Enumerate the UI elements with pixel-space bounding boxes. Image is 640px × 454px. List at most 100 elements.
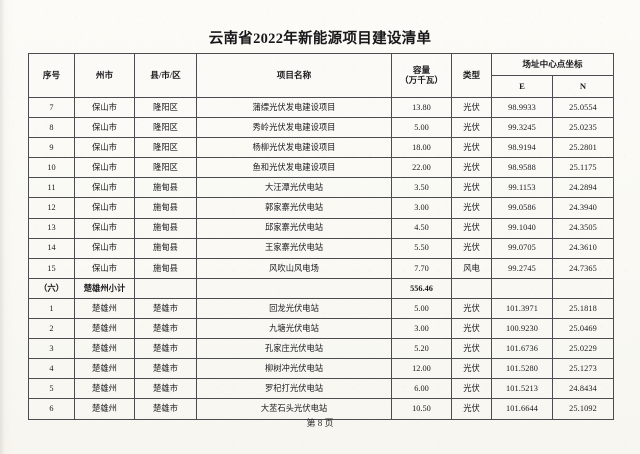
cell-capacity: 4.50 bbox=[391, 217, 452, 239]
header-coordinate-east: E bbox=[491, 75, 553, 98]
table-row: 3 楚雄州 楚雄市 孔家庄光伏电站 5.20 光伏 101.6736 25.0229 bbox=[28, 338, 615, 360]
cell-seq: 14 bbox=[28, 237, 75, 259]
cell-coordinate-east: 100.9230 bbox=[491, 318, 553, 340]
cell-coordinate-east bbox=[491, 277, 553, 299]
cell-coordinate-north: 25.2801 bbox=[551, 137, 615, 159]
cell-capacity: 7.70 bbox=[391, 257, 452, 279]
cell-coordinate-east: 99.3245 bbox=[491, 117, 553, 139]
cell-county: 隆阳区 bbox=[134, 96, 197, 119]
table-row: 9 保山市 隆阳区 杨柳光伏发电建设项目 18.00 光伏 98.9194 25.2801 bbox=[28, 137, 615, 159]
cell-project-name: 九塘光伏电站 bbox=[196, 318, 392, 340]
cell-prefecture: 保山市 bbox=[74, 257, 135, 279]
cell-capacity: 5.00 bbox=[391, 297, 452, 320]
cell-coordinate-north: 24.3940 bbox=[551, 197, 615, 219]
cell-capacity: 13.80 bbox=[391, 96, 452, 119]
cell-project-name: 柳树冲光伏电站 bbox=[196, 358, 392, 380]
project-list-table: 序号 州市 县/市/区 项目名称 容量 （万千瓦） 类型 场址中心点坐标 E N… bbox=[28, 53, 615, 420]
table-row: 14 保山市 施甸县 王家寨光伏电站 5.50 光伏 99.0705 24.3610 bbox=[28, 237, 615, 259]
cell-capacity: 5.00 bbox=[391, 117, 452, 139]
cell-prefecture: 保山市 bbox=[74, 157, 135, 179]
header-county: 县/市/区 bbox=[134, 53, 197, 98]
cell-prefecture: 楚雄州小计 bbox=[74, 277, 135, 299]
cell-county: 楚雄市 bbox=[134, 358, 197, 380]
cell-coordinate-east: 99.1040 bbox=[491, 217, 553, 239]
table-body: 7 保山市 隆阳区 蒲缥光伏发电建设项目 13.80 光伏 98.9933 25.0554 8 保… bbox=[28, 96, 615, 420]
cell-capacity: 5.50 bbox=[391, 237, 452, 259]
cell-coordinate-north: 25.1273 bbox=[551, 358, 615, 380]
cell-capacity: 18.00 bbox=[391, 137, 452, 159]
cell-coordinate-north: 24.7365 bbox=[551, 257, 615, 279]
cell-project-name: 鱼和光伏发电建设项目 bbox=[196, 157, 392, 179]
cell-project-name: 秀岭光伏发电建设项目 bbox=[196, 117, 392, 139]
cell-county: 楚雄市 bbox=[134, 398, 197, 420]
cell-type bbox=[451, 277, 492, 299]
cell-project-name: 风吹山风电场 bbox=[196, 257, 392, 279]
cell-seq: 5 bbox=[28, 378, 75, 400]
cell-project-name bbox=[196, 277, 392, 299]
cell-project-name: 郭家寨光伏电站 bbox=[196, 197, 392, 219]
cell-county: 施甸县 bbox=[134, 237, 197, 259]
cell-prefecture: 楚雄州 bbox=[74, 318, 135, 340]
cell-prefecture: 保山市 bbox=[74, 96, 135, 119]
cell-coordinate-east: 98.9588 bbox=[491, 157, 553, 179]
table-row: 7 保山市 隆阳区 蒲缥光伏发电建设项目 13.80 光伏 98.9933 25.0554 bbox=[28, 96, 615, 119]
cell-type: 光伏 bbox=[451, 297, 492, 320]
table-row: 4 楚雄州 楚雄市 柳树冲光伏电站 12.00 光伏 101.5280 25.1273 bbox=[28, 358, 615, 380]
cell-county: 隆阳区 bbox=[134, 137, 197, 159]
header-capacity-line1: 容量 bbox=[412, 64, 431, 75]
header-coordinate-group: 场址中心点坐标 bbox=[490, 53, 615, 76]
cell-coordinate-east: 98.9194 bbox=[491, 137, 553, 159]
cell-project-name: 回龙光伏电站 bbox=[196, 297, 392, 320]
table-row-subtotal: （六） 楚雄州小计 556.46 bbox=[28, 277, 615, 299]
cell-county: 施甸县 bbox=[134, 217, 197, 239]
cell-coordinate-north: 25.1175 bbox=[551, 157, 615, 179]
cell-type: 光伏 bbox=[451, 217, 492, 239]
cell-type: 光伏 bbox=[451, 318, 492, 340]
table-row: 12 保山市 施甸县 郭家寨光伏电站 3.00 光伏 99.0586 24.3940 bbox=[28, 197, 615, 219]
cell-type: 风电 bbox=[451, 257, 492, 279]
table-row: 13 保山市 施甸县 邱家寨光伏电站 4.50 光伏 99.1040 24.3505 bbox=[28, 217, 615, 239]
cell-prefecture: 保山市 bbox=[74, 237, 135, 259]
cell-coordinate-east: 98.9933 bbox=[491, 96, 553, 119]
header-coordinate-north: N bbox=[551, 75, 615, 98]
cell-seq: 9 bbox=[28, 137, 75, 159]
cell-coordinate-north: 24.3505 bbox=[551, 217, 615, 239]
table-row: 2 楚雄州 楚雄市 九塘光伏电站 3.00 光伏 100.9230 25.0469 bbox=[28, 318, 615, 340]
header-seq: 序号 bbox=[28, 53, 75, 98]
cell-coordinate-east: 99.1153 bbox=[491, 177, 553, 199]
cell-prefecture: 保山市 bbox=[74, 117, 135, 139]
cell-coordinate-east: 101.3971 bbox=[491, 297, 553, 320]
cell-capacity: 3.00 bbox=[391, 318, 452, 340]
cell-project-name: 罗杞打光伏电站 bbox=[196, 378, 392, 400]
cell-seq: 3 bbox=[28, 338, 75, 360]
cell-type: 光伏 bbox=[451, 157, 492, 179]
cell-type: 光伏 bbox=[451, 197, 492, 219]
cell-prefecture: 楚雄州 bbox=[74, 378, 135, 400]
cell-capacity: 3.50 bbox=[391, 177, 452, 199]
cell-project-name: 孔家庄光伏电站 bbox=[196, 338, 392, 360]
cell-coordinate-north: 25.0469 bbox=[551, 318, 615, 340]
cell-coordinate-north: 25.1818 bbox=[551, 297, 615, 320]
cell-prefecture: 保山市 bbox=[74, 197, 135, 219]
table-row: 1 楚雄州 楚雄市 回龙光伏电站 5.00 光伏 101.3971 25.1818 bbox=[28, 297, 615, 320]
cell-seq: 15 bbox=[28, 257, 75, 279]
cell-county: 楚雄市 bbox=[134, 378, 197, 400]
cell-seq: 8 bbox=[28, 117, 75, 139]
cell-coordinate-east: 101.5280 bbox=[491, 358, 553, 380]
cell-type: 光伏 bbox=[451, 117, 492, 139]
cell-capacity: 6.00 bbox=[391, 378, 452, 400]
cell-county: 楚雄市 bbox=[134, 297, 197, 320]
header-prefecture: 州市 bbox=[74, 53, 135, 98]
table-row: 11 保山市 施甸县 大汪潭光伏电站 3.50 光伏 99.1153 24.2894 bbox=[28, 177, 615, 199]
cell-type: 光伏 bbox=[451, 358, 492, 380]
cell-coordinate-east: 99.0705 bbox=[491, 237, 553, 259]
cell-county: 施甸县 bbox=[134, 257, 197, 279]
cell-project-name: 杨柳光伏发电建设项目 bbox=[196, 137, 392, 159]
cell-seq: 11 bbox=[28, 177, 75, 199]
table-row: 10 保山市 隆阳区 鱼和光伏发电建设项目 22.00 光伏 98.9588 25.1175 bbox=[28, 157, 615, 179]
cell-coordinate-north: 25.0229 bbox=[551, 338, 615, 360]
cell-prefecture: 保山市 bbox=[74, 137, 135, 159]
header-project-name: 项目名称 bbox=[196, 53, 392, 98]
cell-coordinate-north: 24.2894 bbox=[551, 177, 615, 199]
